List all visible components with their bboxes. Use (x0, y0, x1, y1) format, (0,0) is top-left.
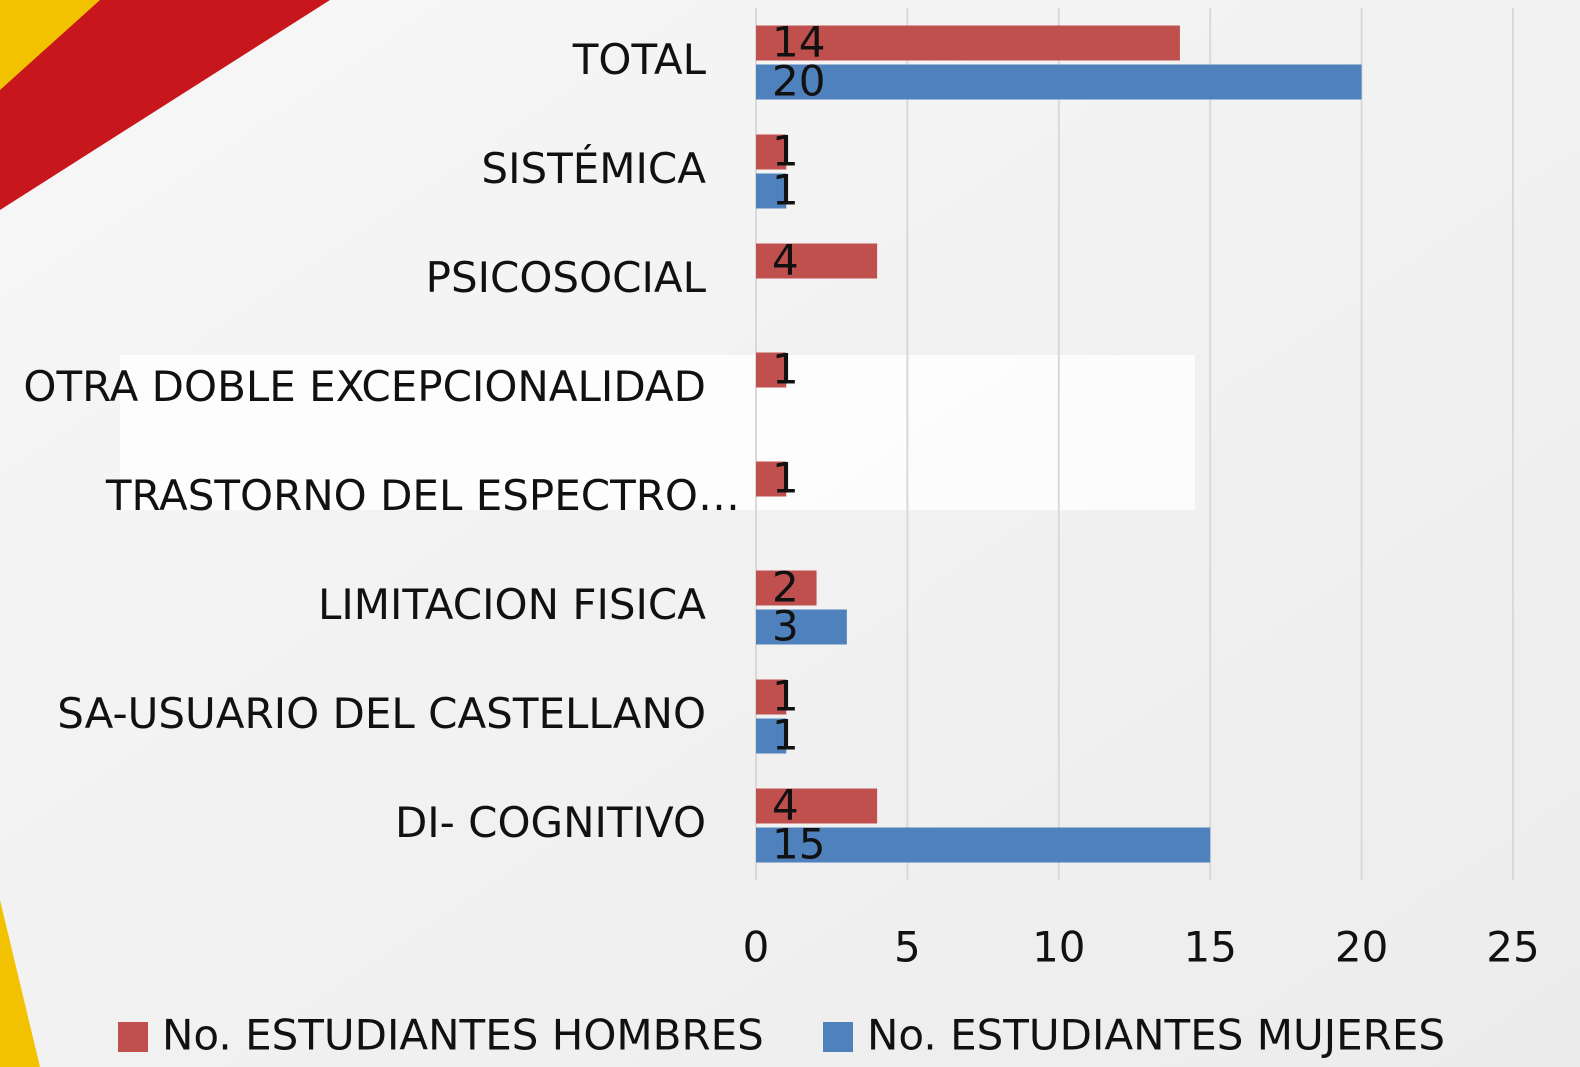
bar (756, 461, 787, 497)
bar (756, 718, 787, 754)
bar (756, 788, 878, 824)
highlight (120, 355, 1195, 510)
y-tick-label: LIMITACION FISICA (318, 580, 706, 629)
y-tick-label: DI- COGNITIVO (395, 798, 706, 847)
x-tick-label: 10 (1032, 923, 1085, 972)
x-tick-label: 15 (1183, 923, 1236, 972)
legend-label: No. ESTUDIANTES MUJERES (867, 1011, 1445, 1060)
legend-swatch (118, 1022, 148, 1052)
bar (756, 570, 817, 606)
value-label: 15 (772, 820, 825, 869)
x-tick-label: 5 (894, 923, 921, 972)
x-tick-label: 25 (1486, 923, 1539, 972)
y-tick-label: SISTÉMICA (481, 143, 706, 193)
y-tick-label: TRASTORNO DEL ESPECTRO… (105, 471, 740, 520)
x-tick-label: 20 (1335, 923, 1388, 972)
bar (756, 352, 787, 388)
y-tick-label: SA-USUARIO DEL CASTELLANO (57, 689, 706, 738)
y-tick-label: PSICOSOCIAL (426, 253, 707, 302)
value-label: 1 (772, 454, 799, 503)
value-label: 4 (772, 781, 799, 830)
bar (756, 64, 1362, 100)
decor-yellow-bottom (0, 900, 40, 1067)
bar (756, 25, 1180, 61)
decor-red (0, 0, 330, 210)
value-label: 14 (772, 18, 825, 67)
value-label: 4 (772, 236, 799, 285)
bar (756, 173, 787, 209)
value-label: 1 (772, 345, 799, 394)
bar (756, 827, 1211, 863)
value-label: 1 (772, 166, 799, 215)
legend-swatch (823, 1022, 853, 1052)
bar (756, 134, 787, 170)
value-label: 3 (772, 602, 799, 651)
legend-label: No. ESTUDIANTES HOMBRES (162, 1011, 764, 1060)
value-label: 1 (772, 127, 799, 176)
value-label: 2 (772, 563, 799, 612)
decor-yellow (0, 0, 100, 90)
bar (756, 679, 787, 715)
bar (756, 243, 878, 279)
bar (756, 609, 847, 645)
y-tick-label: TOTAL (572, 35, 707, 84)
value-label: 20 (772, 57, 825, 106)
y-tick-label: OTRA DOBLE EXCEPCIONALIDAD (23, 362, 706, 411)
value-label: 1 (772, 711, 799, 760)
x-tick-label: 0 (743, 923, 770, 972)
value-label: 1 (772, 672, 799, 721)
